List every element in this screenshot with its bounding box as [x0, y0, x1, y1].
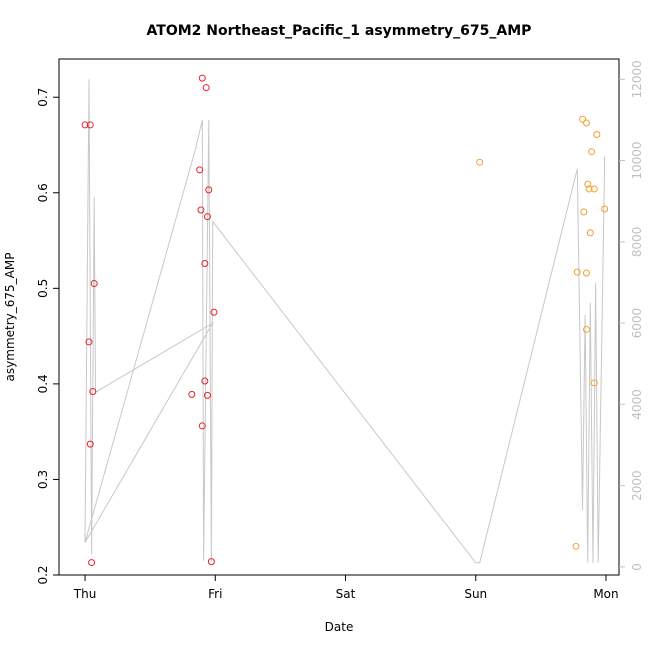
- orange-data-point: [601, 205, 609, 213]
- y-tick-label: 0.4: [36, 374, 50, 393]
- red-data-point: [201, 259, 209, 267]
- y-tick-label: 0.2: [36, 565, 50, 584]
- y-tick-label: 0.3: [36, 470, 50, 489]
- orange-data-point: [573, 268, 581, 276]
- y2-tick-label: 4000: [630, 389, 644, 420]
- x-tick-label: Mon: [593, 587, 618, 601]
- x-tick-label: Thu: [73, 587, 97, 601]
- y2-tick-label: 2000: [630, 470, 644, 501]
- red-data-point: [207, 558, 215, 566]
- red-data-point: [198, 422, 206, 430]
- axes-layer: 0.2 0.3 0.4 0.5 0.6 0.7 0 2000 4000 6000 8000 10000…: [36, 60, 644, 601]
- orange-data-point: [590, 379, 598, 387]
- y2-tick-label: 10000: [630, 141, 644, 179]
- red-data-point: [90, 280, 98, 288]
- orange-data-point: [582, 325, 590, 333]
- x-tick-label: Sat: [336, 587, 356, 601]
- x-tick-label: Sun: [464, 587, 487, 601]
- red-data-point: [210, 308, 218, 316]
- red-data-point: [198, 74, 206, 82]
- orange-data-point: [586, 229, 594, 237]
- red-data-point: [196, 166, 204, 174]
- orange-data-point: [572, 542, 580, 550]
- red-data-point: [205, 186, 213, 194]
- orange-data-point: [584, 180, 592, 188]
- y-tick-label: 0.5: [36, 279, 50, 298]
- red-data-point: [197, 206, 205, 214]
- y-tick-label: 0.6: [36, 183, 50, 202]
- red-data-point: [85, 338, 93, 346]
- y2-tick-label: 8000: [630, 227, 644, 258]
- plot-frame: [58, 58, 620, 576]
- red-data-point: [86, 121, 94, 129]
- y2-tick-label: 6000: [630, 308, 644, 339]
- orange-data-point: [476, 158, 484, 166]
- points-layer: [81, 74, 609, 567]
- red-data-point: [88, 559, 96, 567]
- line-series-layer: [84, 79, 606, 564]
- red-data-point: [188, 390, 196, 398]
- y2-tick-label: 0: [630, 563, 644, 571]
- red-data-point: [202, 84, 210, 92]
- y-axis-label: asymmetry_675_AMP: [3, 253, 17, 382]
- orange-data-point: [582, 119, 590, 127]
- red-data-point: [201, 377, 209, 385]
- orange-data-point: [582, 269, 590, 277]
- y-tick-label: 0.7: [36, 88, 50, 107]
- red-data-point: [89, 388, 97, 396]
- red-data-point: [203, 213, 211, 221]
- series-line: [84, 79, 606, 564]
- x-axis-label: Date: [325, 620, 354, 634]
- orange-data-point: [593, 130, 601, 138]
- orange-data-point: [580, 208, 588, 216]
- orange-data-point: [588, 148, 596, 156]
- x-tick-label: Fri: [208, 587, 222, 601]
- red-data-point: [203, 391, 211, 399]
- chart-title: ATOM2 Northeast_Pacific_1 asymmetry_675_…: [147, 23, 532, 39]
- orange-data-point: [585, 185, 593, 193]
- orange-data-point: [579, 115, 587, 123]
- y2-tick-label: 12000: [630, 60, 644, 98]
- red-data-point: [81, 121, 89, 129]
- orange-data-point: [590, 185, 598, 193]
- red-data-point: [86, 440, 94, 448]
